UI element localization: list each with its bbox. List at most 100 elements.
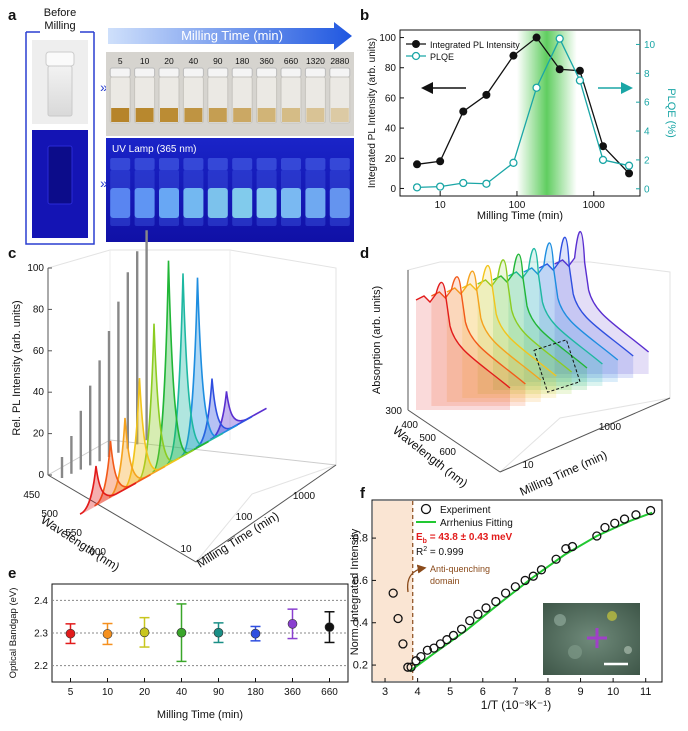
absorption-fill <box>554 231 649 374</box>
eb-value: = 43.8 ± 0.43 meV <box>427 532 513 543</box>
uv-vial-cap <box>207 158 228 170</box>
x-tick-label: 90 <box>213 687 225 698</box>
uv-vial-cap <box>183 158 204 170</box>
vial-cap <box>207 67 229 78</box>
absorption-spectrum <box>508 248 603 365</box>
absorption-fill <box>539 237 634 378</box>
experiment-point <box>500 588 511 598</box>
x-tick-label: 360 <box>284 687 301 698</box>
bandgap-point <box>139 627 150 638</box>
legend-f: Experiment Arrhenius Fitting Eb = 43.8 ±… <box>416 503 513 558</box>
time-label: 20 <box>164 56 174 66</box>
pl-spectrum <box>195 378 253 449</box>
d-zlabel: Milling Time (min) <box>518 448 610 499</box>
pl-spectrum-fill <box>152 260 209 474</box>
uv-vial-cap <box>134 158 155 170</box>
x-tick-label: 8 <box>545 686 551 698</box>
pl-point <box>532 33 541 42</box>
wavelength-tick-label: 400 <box>401 420 418 431</box>
pl-point <box>625 169 634 178</box>
uv-vial-glow <box>207 188 228 218</box>
vial-powder <box>135 108 154 122</box>
panel-letter-c: c <box>8 245 16 262</box>
y-tick-label: 0.2 <box>353 660 368 672</box>
x-tick-label: 100 <box>509 200 526 211</box>
x-tick-label: 10 <box>607 686 619 698</box>
pl-point <box>509 51 518 60</box>
vial-powder <box>111 108 130 122</box>
uv-vial-glow <box>305 188 326 218</box>
panel-letter-b: b <box>360 7 369 24</box>
pl-spectrum-fill <box>123 378 180 491</box>
y-tick-label: 2.4 <box>34 596 48 607</box>
pl-spectrum-fill <box>181 277 238 457</box>
panel-letter-d: d <box>360 245 369 262</box>
absorption-spectrum <box>538 236 634 357</box>
plqe-point <box>598 155 608 165</box>
before-label-2: Milling <box>44 20 75 32</box>
vial-cap <box>231 67 253 78</box>
uv-vial-glow <box>159 188 179 218</box>
uv-vial-glow <box>134 188 155 218</box>
c-xlabel: Wavelength (nm) <box>38 513 122 574</box>
wavelength-tick-label: 450 <box>23 490 40 501</box>
uv-vial-cap <box>232 158 253 170</box>
experiment-point <box>393 613 403 624</box>
r2-value: = 0.999 <box>427 547 464 558</box>
x-tick-label: 7 <box>512 686 518 698</box>
vial-cap <box>109 67 131 78</box>
y-tick-label: 40 <box>385 124 397 135</box>
y-tick-label: 60 <box>33 346 45 357</box>
absorption-fill <box>493 254 587 390</box>
y-tick-label: 0 <box>390 184 396 195</box>
experiment-point <box>491 596 501 607</box>
y-tick-label: 20 <box>385 154 397 165</box>
plqe-point <box>412 183 422 192</box>
vial-powder <box>184 108 203 122</box>
absorption-spectrum <box>461 264 557 377</box>
pl-spectrum <box>210 391 267 441</box>
x-tick-label: 4 <box>415 686 421 698</box>
experiment-point <box>398 639 408 649</box>
pl-point <box>459 107 468 116</box>
wavelength-tick-label: 600 <box>89 547 106 558</box>
y-tick-label: 0.8 <box>353 533 368 545</box>
time-tick-label: 1000 <box>293 491 316 502</box>
experiment-point <box>592 531 602 541</box>
experiment-point <box>448 630 459 641</box>
absorption-spectrum <box>431 276 526 385</box>
pl-spectrum <box>137 323 195 482</box>
dashed-box <box>533 339 581 393</box>
panel-f: 3 4 5 6 7 8 9 10 11 0.2 0.4 0.6 0.8 Experiment Arrhe… <box>349 499 663 712</box>
wavelength-tick-label: 500 <box>41 509 58 520</box>
experiment-point <box>510 582 521 592</box>
x-tick-label: 1000 <box>583 200 606 211</box>
pl-spectrum-fill <box>94 440 151 507</box>
annotation-text-2: domain <box>430 576 460 586</box>
experiment-point <box>610 518 620 528</box>
time-label: 360 <box>260 56 274 66</box>
absorption-fill <box>416 282 510 410</box>
absorption-fill <box>508 248 603 386</box>
vial-cap <box>182 67 204 78</box>
uv-vial-cap <box>110 158 131 170</box>
spectra-c <box>60 230 267 515</box>
pl-spectrum <box>94 440 151 507</box>
uv-vial-cap <box>159 158 179 170</box>
uv-vial-cap <box>305 158 326 170</box>
y2-tick-label: 10 <box>644 40 656 51</box>
y2-tick-label: 6 <box>644 98 650 109</box>
day-vials: 5 10 20 40 90 180 360 660 1320 2880 <box>109 56 351 124</box>
absorption-spectrum <box>446 270 542 381</box>
vial-powder <box>282 108 300 122</box>
experiment-point <box>600 522 610 533</box>
experiment-point <box>403 662 413 672</box>
chevron-right-icon: » <box>100 79 108 95</box>
axis-c-wavelength <box>47 474 197 563</box>
pl-spectrum-fill <box>138 323 194 482</box>
experiment-point <box>456 624 467 634</box>
bandgap-point <box>324 622 335 632</box>
experiment-point <box>631 510 641 520</box>
